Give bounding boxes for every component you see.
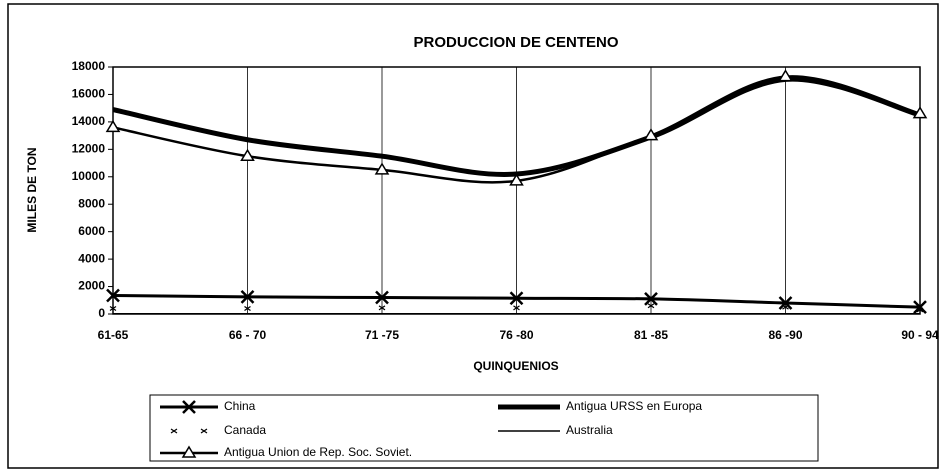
- legend-box: [149, 394, 819, 462]
- y-tick-label: 8000: [78, 196, 105, 210]
- data-point: [644, 292, 658, 306]
- data-point: [105, 119, 121, 133]
- legend-marker: [182, 400, 196, 414]
- x-axis-title: QUINQUENIOS: [473, 359, 558, 373]
- data-point: [913, 300, 927, 315]
- data-point: [375, 290, 389, 305]
- data-point: [643, 128, 659, 141]
- legend-label: Australia: [566, 423, 613, 437]
- y-tick-label: 6000: [78, 224, 105, 238]
- y-axis-title: MILES DE TON: [25, 147, 39, 232]
- legend-label: Antigua Union de Rep. Soc. Soviet.: [224, 445, 412, 459]
- data-point: [244, 306, 251, 312]
- data-point: [509, 291, 524, 306]
- legend-label: Antigua URSS en Europa: [566, 399, 702, 413]
- x-tick-label: 90 - 94: [901, 328, 939, 342]
- data-point: [778, 69, 793, 82]
- data-point: [378, 305, 386, 311]
- data-point: [778, 296, 793, 310]
- x-tick-label: 71 -75: [365, 328, 399, 342]
- legend-marker: [200, 428, 208, 434]
- data-point: [916, 307, 924, 313]
- data-point: [374, 162, 390, 175]
- data-point: [109, 306, 117, 312]
- data-point: [782, 304, 789, 310]
- x-tick-label: 61-65: [98, 328, 129, 342]
- y-tick-label: 18000: [72, 59, 106, 73]
- x-tick-label: 86 -90: [768, 328, 802, 342]
- data-point: [509, 173, 524, 186]
- y-tick-label: 10000: [72, 169, 106, 183]
- data-point: [647, 303, 655, 309]
- y-tick-label: 2000: [78, 279, 105, 293]
- y-tick-label: 16000: [72, 87, 106, 101]
- data-point: [912, 106, 928, 119]
- chart-title: PRODUCCION DE CENTENO: [413, 34, 618, 51]
- x-tick-label: 66 - 70: [229, 328, 267, 342]
- x-tick-label: 81 -85: [634, 328, 668, 342]
- legend-label: China: [224, 399, 256, 413]
- y-tick-label: 14000: [72, 114, 106, 128]
- y-tick-label: 4000: [78, 251, 105, 265]
- data-point: [513, 305, 520, 311]
- legend-marker: [181, 445, 197, 458]
- data-point: [106, 288, 120, 303]
- data-point: [240, 289, 255, 304]
- y-tick-label: 12000: [72, 142, 106, 156]
- legend-marker: [170, 428, 178, 434]
- y-tick-label: 0: [98, 306, 105, 320]
- data-point: [240, 148, 255, 161]
- legend-label: Canada: [224, 423, 266, 437]
- x-tick-label: 76 -80: [499, 328, 533, 342]
